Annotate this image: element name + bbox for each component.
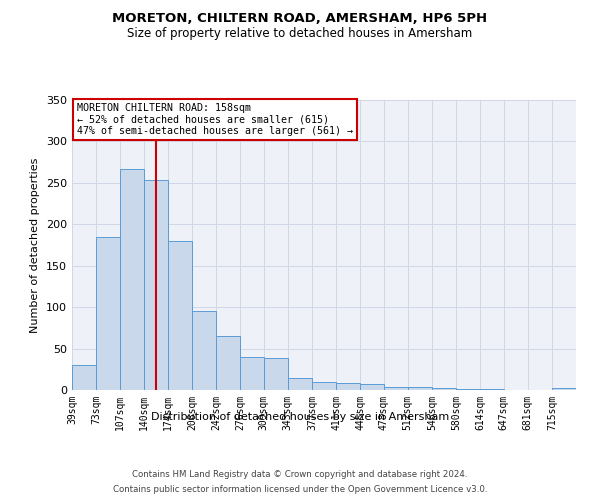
Bar [480,389,503,390]
Bar [72,365,96,390]
Bar [143,180,168,390]
Bar [192,312,216,390]
Bar [552,388,576,390]
Text: Size of property relative to detached houses in Amersham: Size of property relative to detached ho… [127,28,473,40]
Y-axis label: Number of detached properties: Number of detached properties [31,158,40,332]
Bar [336,382,360,390]
Bar [312,382,336,390]
Text: Contains HM Land Registry data © Crown copyright and database right 2024.: Contains HM Land Registry data © Crown c… [132,470,468,479]
Bar [120,169,143,390]
Text: MORETON, CHILTERN ROAD, AMERSHAM, HP6 5PH: MORETON, CHILTERN ROAD, AMERSHAM, HP6 5P… [112,12,488,26]
Bar [263,358,288,390]
Bar [240,357,263,390]
Text: MORETON CHILTERN ROAD: 158sqm
← 52% of detached houses are smaller (615)
47% of : MORETON CHILTERN ROAD: 158sqm ← 52% of d… [77,103,353,136]
Text: Distribution of detached houses by size in Amersham: Distribution of detached houses by size … [151,412,449,422]
Bar [383,386,408,390]
Bar [96,236,120,390]
Bar [288,378,312,390]
Bar [216,336,240,390]
Bar [408,386,432,390]
Bar [432,388,456,390]
Text: Contains public sector information licensed under the Open Government Licence v3: Contains public sector information licen… [113,485,487,494]
Bar [360,384,383,390]
Bar [168,241,192,390]
Bar [456,389,480,390]
